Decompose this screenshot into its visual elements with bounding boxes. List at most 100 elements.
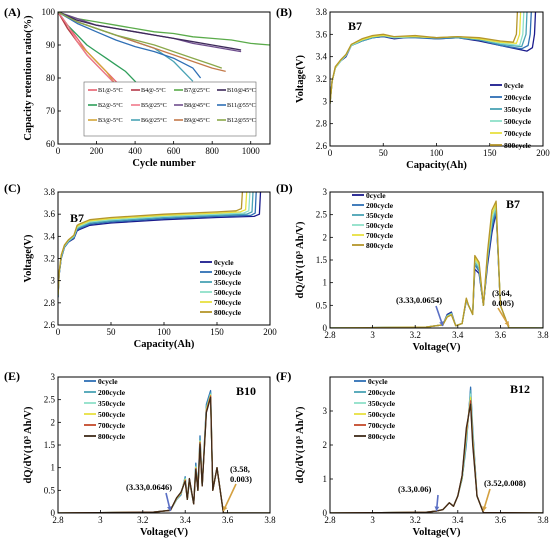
y-tick-label: 0.5 <box>44 485 56 495</box>
legend-label: B2@-5°C <box>98 102 123 109</box>
x-tick-label: 200 <box>263 327 277 337</box>
series-line-B11@55°C <box>58 12 202 79</box>
y-tick-label: 2 <box>51 417 56 427</box>
x-tick-label: 3.6 <box>495 330 507 340</box>
y-tick-label: 60 <box>46 139 56 149</box>
annotation-label: (3.58, <box>230 464 250 474</box>
panel-label: (B) <box>276 5 292 19</box>
x-tick-label: 100 <box>430 148 444 158</box>
legend-label: 0cycle <box>504 81 524 90</box>
x-tick-label: 3.8 <box>537 330 549 340</box>
legend-label: 0cycle <box>366 191 386 200</box>
annotation-label: (3.33,0.0646) <box>126 482 172 492</box>
y-tick-label: 70 <box>46 106 56 116</box>
x-tick-label: 3.2 <box>410 515 421 525</box>
legend-label: 200cycle <box>504 93 532 102</box>
annotation-label: 0.003) <box>230 474 252 484</box>
y-tick-label: 3 <box>51 276 56 286</box>
legend-box <box>83 81 257 137</box>
annotation-arrowhead <box>434 506 440 511</box>
legend-label: 500cycle <box>504 117 532 126</box>
series-line-B12@55°C <box>58 12 223 69</box>
chart-title: B7 <box>348 19 362 33</box>
legend-label: 350cycle <box>504 105 532 114</box>
y-tick-label: 3.2 <box>44 254 55 264</box>
chart-title: B7 <box>506 197 520 211</box>
series-line-B7@25°C <box>58 12 270 46</box>
legend-label: 200cycle <box>366 201 394 210</box>
annotation-arrow <box>222 483 237 512</box>
x-tick-label: 200 <box>90 146 104 156</box>
legend-label: 500cycle <box>366 221 394 230</box>
axes-frame <box>329 376 544 514</box>
annotation-label: (3.33,0.0654) <box>396 295 442 305</box>
y-axis-label: Voltage(V) <box>23 234 34 283</box>
y-tick-label: 3.8 <box>316 7 328 17</box>
y-tick-label: 0 <box>323 323 328 333</box>
legend-label: 800cycle <box>368 432 396 441</box>
legend-label: 700cycle <box>366 231 394 240</box>
chart-title: B10 <box>236 384 256 398</box>
x-tick-label: 0 <box>56 327 61 337</box>
legend-label: B11@55°C <box>227 102 256 109</box>
y-tick-label: 90 <box>46 40 56 50</box>
y-tick-label: 2.6 <box>316 141 328 151</box>
y-tick-label: 3 <box>51 372 56 382</box>
x-tick-label: 150 <box>483 148 497 158</box>
x-tick-label: 0 <box>328 148 333 158</box>
legend-label: 0cycle <box>368 377 388 386</box>
x-tick-label: 150 <box>210 327 224 337</box>
x-tick-label: 3.2 <box>137 515 148 525</box>
y-tick-label: 1.5 <box>316 255 328 265</box>
y-tick-label: 1 <box>323 474 328 484</box>
legend-label: 0cycle <box>214 258 234 267</box>
y-tick-label: 3 <box>323 187 328 197</box>
y-tick-label: 3.2 <box>316 74 327 84</box>
panel-a: (A) 0 200 400 600 800 1000 60 70 80 90 100 Cycle num… <box>4 5 271 169</box>
y-tick-label: 2.5 <box>316 210 328 220</box>
y-tick-label: 0 <box>51 508 56 518</box>
series-line-200cycle <box>58 392 270 513</box>
y-tick-label: 2 <box>323 232 328 242</box>
panel-label: (E) <box>4 369 20 383</box>
y-tick-label: 1.5 <box>44 440 56 450</box>
x-tick-label: 3.6 <box>495 515 507 525</box>
panel-e: (E) 2.8 3 3.2 3.4 3.6 3.8 0 0.5 1 1.5 2 2.5 3 Voltage(… <box>4 369 276 538</box>
legend-label: 700cycle <box>368 421 396 430</box>
y-tick-label: 1 <box>51 463 56 473</box>
x-tick-label: 2.8 <box>324 515 336 525</box>
x-axis-label: Voltage(V) <box>140 527 189 538</box>
series-group <box>330 12 537 104</box>
legend-label: 500cycle <box>214 288 242 297</box>
series-line-800cycle <box>330 403 543 513</box>
x-axis-label: Voltage(V) <box>412 342 461 353</box>
x-tick-label: 1000 <box>242 146 261 156</box>
x-tick-label: 3.4 <box>180 515 192 525</box>
annotation-label: 0.005) <box>492 298 514 308</box>
annotation-label: (3.3,0.06) <box>398 484 431 494</box>
legend-label: B8@45°C <box>184 102 210 109</box>
series-line-0cycle <box>58 389 270 513</box>
panel-b: (B) 0 50 100 150 200 2.6 2.8 3 3.2 3.4 3.6 3.8 Capaci… <box>276 5 550 171</box>
legend-label: 200cycle <box>98 388 126 397</box>
legend-label: 800cycle <box>504 141 532 150</box>
legend-label: 500cycle <box>98 410 126 419</box>
y-tick-label: 3.8 <box>44 187 56 197</box>
legend-label: B12@55°C <box>227 117 256 124</box>
series-line-700cycle <box>330 400 543 513</box>
x-tick-label: 800 <box>205 146 219 156</box>
y-tick-label: 2.8 <box>316 119 328 129</box>
x-tick-label: 200 <box>536 148 550 158</box>
series-line-200cycle <box>330 389 543 513</box>
y-tick-label: 3.4 <box>44 231 56 241</box>
x-axis-label: Capacity(Ah) <box>406 160 467 171</box>
y-tick-label: 1 <box>323 278 328 288</box>
legend-label: B6@25°C <box>141 117 167 124</box>
x-axis-label: Cycle number <box>132 158 196 169</box>
legend-label: 800cycle <box>98 432 126 441</box>
x-tick-label: 50 <box>379 148 389 158</box>
series-group <box>58 192 262 298</box>
series-line-800cycle <box>58 396 270 513</box>
legend-label: 0cycle <box>98 377 118 386</box>
annotation-arrowhead <box>504 321 509 326</box>
